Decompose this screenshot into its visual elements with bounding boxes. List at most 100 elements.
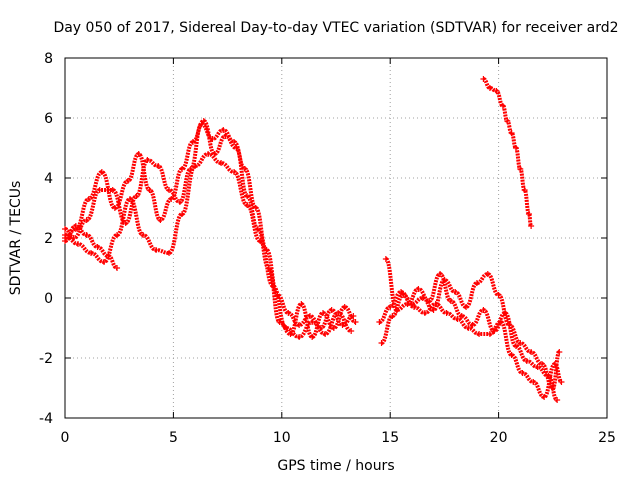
data-point [124,178,131,184]
series-1 [62,118,359,340]
data-point [473,280,480,286]
data-point [554,397,561,403]
y-tick-label: 8 [44,51,53,67]
data-point [83,217,90,223]
data-point [309,334,316,340]
data-point [512,343,519,349]
data-point [378,340,385,346]
data-point [254,226,261,232]
data-point [241,166,248,172]
data-point [415,286,422,292]
data-point [499,103,506,109]
data-point [523,358,530,364]
data-point [62,232,68,238]
data-point [350,313,357,319]
data-point [276,319,283,325]
data-point [411,304,418,310]
data-point [105,253,112,259]
data-point [484,271,491,277]
data-point [189,139,196,145]
y-tick-label: 6 [44,111,53,127]
x-tick-label: 25 [598,430,616,446]
series-5 [378,292,565,400]
x-tick-label: 20 [490,430,508,446]
data-point [179,211,186,217]
data-point [127,196,134,202]
data-point [348,328,355,334]
data-point [166,250,173,256]
data-point [352,319,359,325]
data-point [393,307,400,313]
data-point [309,319,316,325]
data-point [88,250,95,256]
data-point [504,118,511,124]
data-point [382,256,389,262]
data-point [512,145,519,151]
series-7 [480,76,535,229]
data-point [508,352,515,358]
data-point [157,217,164,223]
data-point [400,292,407,298]
data-point [75,241,82,247]
data-point [96,187,103,193]
data-point [220,127,227,133]
y-axis-label: SDTVAR / TECUs [8,181,24,296]
series-4 [376,271,563,391]
data-point [551,361,558,367]
data-point [528,223,535,229]
data-point [222,133,229,139]
series-3 [62,223,121,271]
data-point [146,187,153,193]
data-point [404,301,411,307]
data-point [341,304,348,310]
x-tick-labels: 0 5 10 15 20 25 [61,430,616,446]
data-point [72,223,79,229]
data-point [283,325,290,331]
data-point [298,301,305,307]
data-point [476,331,483,337]
data-point [469,322,476,328]
data-point [517,340,524,346]
data-point [153,247,160,253]
data-point [166,187,173,193]
data-point [252,205,259,211]
data-point [421,310,428,316]
data-point [541,394,548,400]
data-point [94,244,101,250]
data-point [144,157,151,163]
data-point [244,202,251,208]
data-point [296,322,303,328]
data-point [556,349,563,355]
data-point [458,313,465,319]
data-point [437,271,444,277]
data-point [447,298,454,304]
data-point [140,232,147,238]
data-point [233,145,240,151]
data-point [493,88,500,94]
x-tick-label: 10 [273,430,291,446]
data-point [517,166,524,172]
data-point [538,361,545,367]
data-point [176,199,183,205]
x-axis-label: GPS time / hours [277,458,394,474]
data-point [218,160,225,166]
y-tick-label: 2 [44,231,53,247]
data-point [389,313,396,319]
data-point [534,364,541,370]
data-point [101,259,108,265]
data-point [452,289,459,295]
y-tick-label: 0 [44,291,53,307]
data-point [486,85,493,91]
data-point [443,310,450,316]
x-tick-label: 0 [61,430,70,446]
data-point [480,307,487,313]
data-point [319,310,326,316]
data-point [508,130,515,136]
data-points [62,76,565,403]
series-trace [378,271,562,391]
y-tick-labels: -4 -2 0 2 4 6 8 [39,51,53,427]
data-point [480,76,487,82]
data-point [465,325,472,331]
data-point [231,169,238,175]
